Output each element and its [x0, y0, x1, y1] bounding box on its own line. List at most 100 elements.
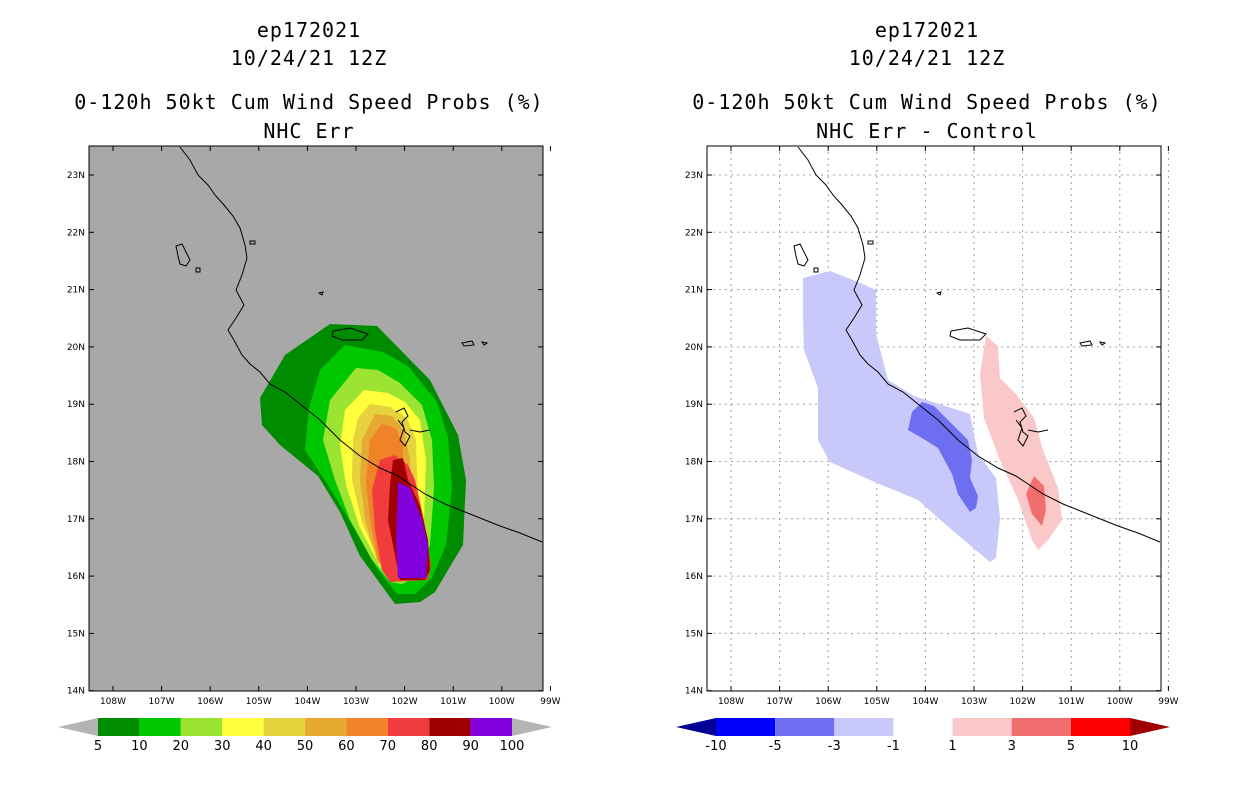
panel-subtitle: NHC Err - Control: [816, 119, 1038, 143]
colorbar-segment: [470, 718, 512, 736]
colorbar-label: 80: [421, 739, 438, 754]
lon-label: 102W: [1010, 697, 1036, 707]
lon-label: 103W: [343, 697, 369, 707]
right-panel: ep172021 10/24/21 12Z 0-120h 50kt Cum Wi…: [618, 0, 1236, 800]
lat-label: 21N: [67, 286, 85, 296]
colorbar-segment: [346, 718, 388, 736]
colorbar-segment: [305, 718, 347, 736]
lon-label: 107W: [767, 697, 793, 707]
colorbar-label: 10: [1122, 739, 1139, 754]
colorbar-label: -1: [887, 739, 900, 754]
lat-label: 23N: [67, 171, 85, 181]
lon-label: 104W: [294, 697, 320, 707]
lon-label: 107W: [149, 697, 175, 707]
colorbar-label: -3: [828, 739, 841, 754]
lat-label: 22N: [67, 228, 85, 238]
map-frame: [88, 145, 544, 692]
lon-label: 105W: [864, 697, 890, 707]
contour-neg5-neg3: [908, 402, 978, 512]
lon-label: 99W: [1158, 697, 1178, 707]
lon-label: 108W: [718, 697, 744, 707]
colorbar-segment: [98, 718, 140, 736]
lat-label: 15N: [67, 629, 85, 639]
product-title: 0-120h 50kt Cum Wind Speed Probs (%): [692, 90, 1162, 114]
colorbar-segment: [1070, 718, 1130, 736]
lon-label: 101W: [440, 697, 466, 707]
colorbar: 5 10 20 30 40 50 60 70 80 90 100: [58, 718, 552, 754]
colorbar-segment: [429, 718, 471, 736]
colorbar-label: 70: [380, 739, 397, 754]
lat-label: 16N: [685, 572, 703, 582]
map-frame: [706, 145, 1162, 692]
lat-label: 20N: [67, 343, 85, 353]
colorbar: -10 -5 -3 -1 1 3 5 10: [676, 718, 1170, 754]
longitude-axis: 108W 107W 106W 105W 104W 103W 102W 101W 100W 99W: [718, 146, 1179, 707]
colorbar-label: 50: [297, 739, 314, 754]
colorbar-segment: [775, 718, 835, 736]
colorbar-label: 90: [462, 739, 479, 754]
lat-label: 17N: [67, 515, 85, 525]
lon-label: 103W: [961, 697, 987, 707]
colorbar-segment: [952, 718, 1012, 736]
colorbar-label: 60: [338, 739, 355, 754]
colorbar-segment: [387, 718, 430, 736]
colorbar-label: 100: [500, 739, 525, 754]
colorbar-segment: [834, 718, 894, 736]
lat-label: 14N: [685, 687, 703, 697]
contour-neg3-neg1: [803, 271, 1000, 562]
colorbar-high-triangle: [1130, 718, 1170, 736]
lon-label: 99W: [540, 697, 560, 707]
difference-contours: [803, 271, 1062, 562]
product-title: 0-120h 50kt Cum Wind Speed Probs (%): [74, 90, 544, 114]
colorbar-label: 5: [94, 739, 102, 754]
lon-label: 104W: [912, 697, 938, 707]
lon-label: 106W: [197, 697, 223, 707]
lat-label: 20N: [685, 343, 703, 353]
lat-label: 15N: [685, 629, 703, 639]
colorbar-segment: [716, 718, 776, 736]
lon-label: 105W: [246, 697, 272, 707]
date-time: 10/24/21 12Z: [230, 46, 388, 70]
colorbar-label: 3: [1008, 739, 1016, 754]
colorbar-label: -10: [705, 739, 726, 754]
coastline: [793, 146, 1161, 543]
coastline: [175, 146, 543, 543]
colorbar-label: 40: [255, 739, 272, 754]
lon-label: 101W: [1058, 697, 1084, 707]
colorbar-segment: [222, 718, 264, 736]
lat-label: 17N: [685, 515, 703, 525]
lon-label: 100W: [489, 697, 515, 707]
probability-contours: [260, 324, 466, 604]
colorbar-segment: [139, 718, 181, 736]
contour-90-100: [396, 482, 428, 578]
lat-label: 22N: [685, 228, 703, 238]
lat-label: 19N: [67, 400, 85, 410]
colorbar-label: 20: [173, 739, 190, 754]
colorbar-label: 1: [948, 739, 956, 754]
lon-label: 108W: [100, 697, 126, 707]
colorbar-segment: [1011, 718, 1071, 736]
lat-label: 23N: [685, 171, 703, 181]
colorbar-label: 30: [214, 739, 231, 754]
colorbar-label: -5: [769, 739, 782, 754]
panel-subtitle: NHC Err: [263, 119, 355, 143]
colorbar-low-triangle: [58, 718, 98, 736]
longitude-axis: 108W 107W 106W 105W 104W 103W 102W 101W 100W 99W: [100, 146, 561, 707]
colorbar-segment: [180, 718, 223, 736]
left-panel: ep172021 10/24/21 12Z 0-120h 50kt Cum Wi…: [58, 18, 561, 754]
colorbar-high-triangle: [512, 718, 552, 736]
colorbar-label: 10: [131, 739, 148, 754]
date-time: 10/24/21 12Z: [848, 46, 1006, 70]
colorbar-label: 5: [1067, 739, 1075, 754]
colorbar-low-triangle: [676, 718, 716, 736]
lon-label: 106W: [815, 697, 841, 707]
storm-id: ep172021: [874, 18, 980, 42]
lat-label: 14N: [67, 687, 85, 697]
latitude-axis: 23N 22N 21N 20N 19N 18N 17N 16N 15N 14N: [685, 171, 1161, 697]
lat-label: 19N: [685, 400, 703, 410]
lat-label: 16N: [67, 572, 85, 582]
colorbar-segment: [263, 718, 305, 736]
lat-label: 21N: [685, 286, 703, 296]
